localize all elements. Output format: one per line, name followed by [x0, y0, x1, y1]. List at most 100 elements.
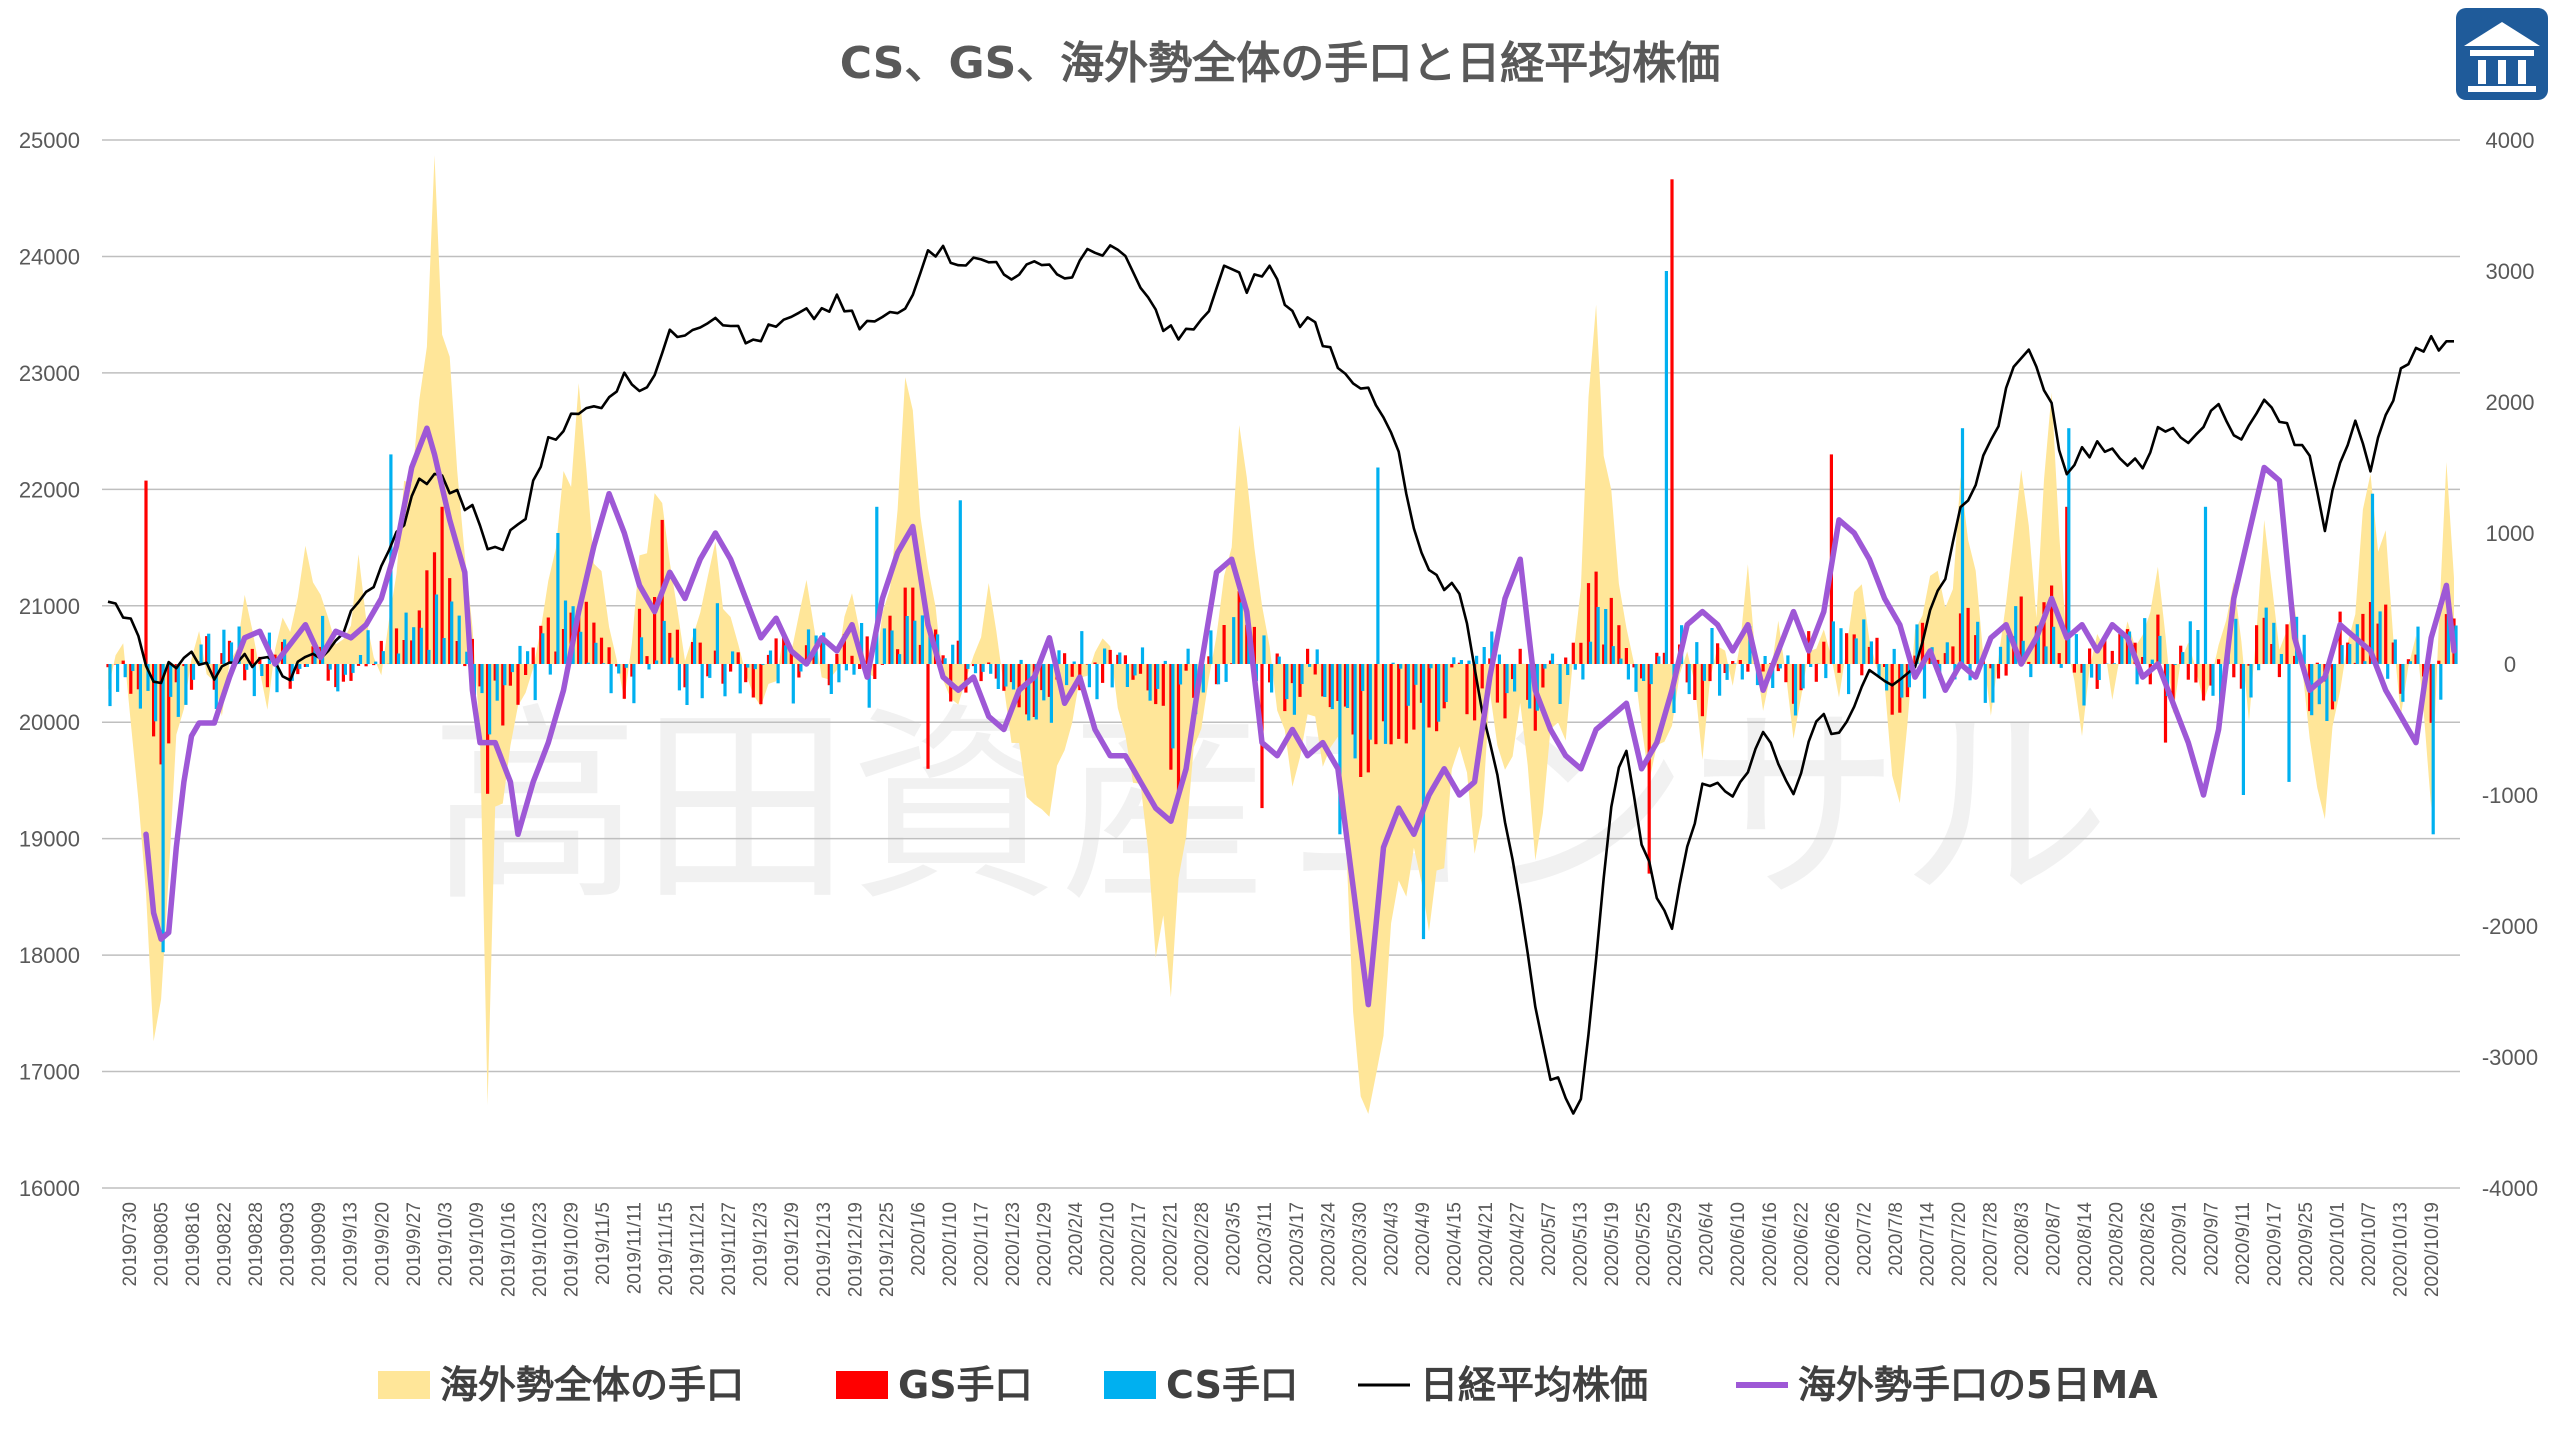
gs-bar [425, 570, 429, 664]
gs-bar [1571, 642, 1575, 664]
cs-bar [693, 628, 697, 664]
gs-bar [903, 587, 907, 664]
cs-bar [1186, 648, 1190, 664]
gs-bar [706, 664, 710, 677]
cs-bar [191, 664, 196, 680]
x-tick-label: 2020/6/26 [1823, 1202, 1844, 1287]
cs-bar [1156, 664, 1160, 689]
x-tick-label: 2020/2/4 [1066, 1202, 1087, 1276]
gs-bar [858, 664, 862, 669]
cs-bar [298, 664, 302, 669]
gs-bar [1442, 664, 1446, 709]
gs-bar [2141, 657, 2145, 664]
cs-bar [860, 623, 864, 664]
cs-bar [837, 664, 841, 683]
cs-bar [791, 664, 795, 704]
cs-bar [723, 664, 727, 697]
gs-bar [721, 664, 725, 684]
x-tick-label: 2020/10/1 [2327, 1202, 2348, 1287]
x-tick-label: 2020/3/17 [1287, 1202, 1308, 1287]
cs-bar [1558, 664, 1562, 704]
cs-bar [685, 664, 689, 705]
gs-bar [1222, 625, 1226, 664]
gs-bar [121, 660, 125, 664]
cs-bar [305, 664, 309, 667]
gs-bar [1541, 664, 1545, 688]
gs-bar [789, 648, 793, 664]
gs-bar [1131, 664, 1135, 680]
gs-bar [797, 664, 801, 678]
x-tick-label: 2020/5/7 [1539, 1202, 1560, 1276]
cs-bar [647, 664, 651, 670]
cs-bar [1125, 664, 1129, 687]
cs-bar [670, 657, 674, 664]
gs-bar [1002, 664, 1006, 691]
gs-bar [804, 645, 809, 664]
cs-bar [2090, 664, 2094, 678]
x-tick-label: 2020/7/20 [1949, 1202, 1970, 1287]
cs-bar [2340, 645, 2344, 664]
gs-bar [1716, 643, 1720, 664]
ma-line [143, 425, 2457, 1008]
gs-bar [2285, 624, 2289, 664]
gs-bar [577, 607, 581, 664]
gs-bar [2148, 664, 2152, 685]
gs-bar [1161, 664, 1165, 706]
cs-bar [1277, 656, 1281, 664]
cs-bar [761, 664, 765, 665]
cs-bar [2348, 644, 2352, 664]
x-tick-label: 2020/9/7 [2201, 1202, 2222, 1276]
x-tick-label: 2019/9/13 [341, 1202, 362, 1287]
gs-bar [288, 664, 292, 689]
cs-bar [450, 601, 454, 664]
cs-bar [146, 664, 150, 691]
cs-bar [1907, 664, 1911, 688]
gs-bar [1564, 657, 1568, 664]
cs-bar [245, 664, 249, 670]
cs-bar [1611, 646, 1615, 664]
cs-bar [2014, 606, 2018, 664]
gs-bar [508, 664, 512, 686]
gs-bar [303, 664, 307, 667]
gs-bar [1822, 641, 1826, 664]
legend-label: 海外勢全体の手口 [440, 1363, 744, 1407]
right-tick-label: -1000 [2482, 783, 2538, 808]
gs-bar [2444, 614, 2448, 664]
left-tick-label: 25000 [19, 128, 80, 153]
cs-bar [495, 664, 499, 701]
right-tick-label: 1000 [2486, 521, 2535, 546]
cs-bar [2287, 664, 2291, 782]
left-tick-label: 24000 [19, 244, 80, 269]
x-tick-label: 20190828 [246, 1202, 267, 1287]
cs-bar [1983, 664, 1987, 703]
cs-bar [1566, 664, 1570, 675]
cs-bar [1406, 664, 1410, 706]
cs-bar [1345, 664, 1350, 708]
cs-bar [1634, 664, 1638, 692]
cs-bar [1725, 664, 1729, 680]
gs-bar [463, 664, 467, 667]
gs-bar [2353, 662, 2357, 664]
legend-label: 海外勢手口の5日MA [1798, 1363, 2158, 1407]
x-tick-label: 2020/2/21 [1161, 1202, 1182, 1287]
gs-bar [2262, 617, 2266, 664]
cs-bar [1209, 630, 1213, 664]
cs-bar [2325, 664, 2329, 721]
gs-bar [1996, 664, 2001, 679]
gs-bar [1025, 664, 1029, 715]
gs-bar [114, 664, 118, 665]
gs-bar [2338, 611, 2342, 664]
cs-bar [2234, 618, 2238, 664]
cs-bar [594, 642, 598, 664]
gs-bar [1624, 648, 1628, 664]
cs-bar [1543, 664, 1547, 669]
gs-bar [896, 649, 900, 664]
cs-bar [1778, 664, 1782, 669]
cs-bar [1619, 658, 1623, 664]
cs-bar [396, 653, 401, 664]
x-tick-label: 20190822 [215, 1202, 236, 1287]
cs-bar [981, 664, 985, 672]
gs-bar [1101, 664, 1105, 683]
gs-bar [1700, 664, 1704, 717]
cs-bar [1148, 664, 1152, 701]
